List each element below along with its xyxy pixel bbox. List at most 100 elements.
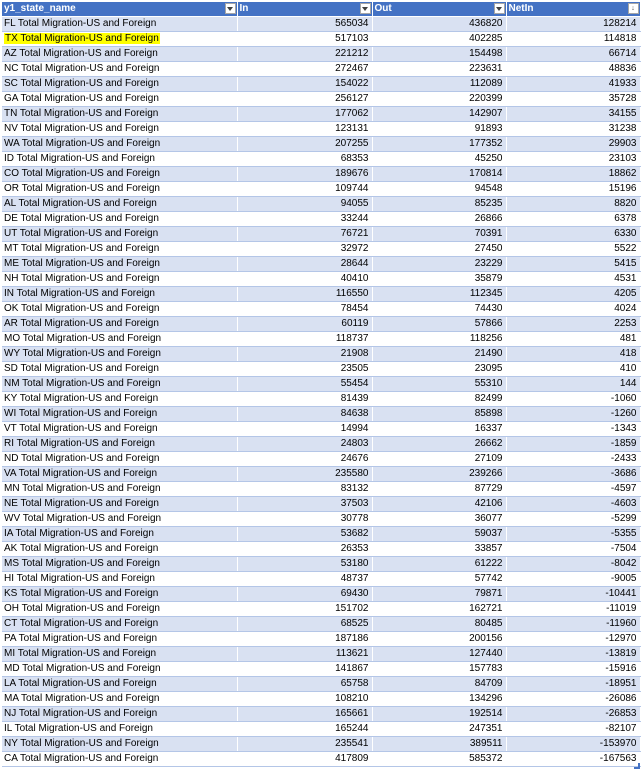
cell-out[interactable]: 91893 <box>372 121 507 137</box>
sort-descending-icon[interactable]: ↓ <box>627 3 639 14</box>
cell-netin[interactable]: 18862 <box>506 166 641 182</box>
cell-netin[interactable]: -2433 <box>506 451 641 467</box>
cell-state-name[interactable]: MT Total Migration-US and Foreign <box>2 241 238 257</box>
cell-netin[interactable]: 6378 <box>506 211 641 227</box>
cell-netin[interactable]: 15196 <box>506 181 641 197</box>
cell-state-name[interactable]: TX Total Migration-US and Foreign <box>2 31 238 47</box>
cell-netin[interactable]: -153970 <box>506 736 641 752</box>
cell-state-name[interactable]: NC Total Migration-US and Foreign <box>2 61 238 77</box>
cell-out[interactable]: 35879 <box>372 271 507 287</box>
cell-netin[interactable]: 23103 <box>506 151 641 167</box>
cell-state-name[interactable]: MA Total Migration-US and Foreign <box>2 691 238 707</box>
cell-netin[interactable]: 66714 <box>506 46 641 62</box>
cell-netin[interactable]: -18951 <box>506 676 641 692</box>
cell-in[interactable]: 141867 <box>237 661 373 677</box>
cell-netin[interactable]: 4024 <box>506 301 641 317</box>
cell-state-name[interactable]: ID Total Migration-US and Foreign <box>2 151 238 167</box>
cell-out[interactable]: 23229 <box>372 256 507 272</box>
column-header-state-name[interactable]: y1_state_name <box>2 2 238 17</box>
cell-netin[interactable]: -11960 <box>506 616 641 632</box>
cell-state-name[interactable]: WV Total Migration-US and Foreign <box>2 511 238 527</box>
cell-out[interactable]: 134296 <box>372 691 507 707</box>
cell-in[interactable]: 116550 <box>237 286 373 302</box>
cell-out[interactable]: 118256 <box>372 331 507 347</box>
cell-in[interactable]: 221212 <box>237 46 373 62</box>
cell-out[interactable]: 80485 <box>372 616 507 632</box>
cell-netin[interactable]: 6330 <box>506 226 641 242</box>
cell-state-name[interactable]: NJ Total Migration-US and Foreign <box>2 706 238 722</box>
cell-in[interactable]: 187186 <box>237 631 373 647</box>
cell-in[interactable]: 417809 <box>237 751 373 767</box>
cell-netin[interactable]: -5299 <box>506 511 641 527</box>
cell-netin[interactable]: 35728 <box>506 91 641 107</box>
cell-netin[interactable]: 48836 <box>506 61 641 77</box>
cell-in[interactable]: 68525 <box>237 616 373 632</box>
cell-out[interactable]: 21490 <box>372 346 507 362</box>
cell-state-name[interactable]: SC Total Migration-US and Foreign <box>2 76 238 92</box>
cell-netin[interactable]: -1060 <box>506 391 641 407</box>
cell-netin[interactable]: 481 <box>506 331 641 347</box>
cell-in[interactable]: 69430 <box>237 586 373 602</box>
cell-netin[interactable]: 4531 <box>506 271 641 287</box>
cell-in[interactable]: 272467 <box>237 61 373 77</box>
cell-netin[interactable]: 410 <box>506 361 641 377</box>
cell-state-name[interactable]: ND Total Migration-US and Foreign <box>2 451 238 467</box>
cell-state-name[interactable]: IN Total Migration-US and Foreign <box>2 286 238 302</box>
cell-out[interactable]: 27109 <box>372 451 507 467</box>
cell-out[interactable]: 112345 <box>372 286 507 302</box>
cell-state-name[interactable]: AZ Total Migration-US and Foreign <box>2 46 238 62</box>
cell-out[interactable]: 33857 <box>372 541 507 557</box>
column-header-netin[interactable]: NetIn ↓ <box>506 2 641 17</box>
cell-state-name[interactable]: WY Total Migration-US and Foreign <box>2 346 238 362</box>
cell-state-name[interactable]: TN Total Migration-US and Foreign <box>2 106 238 122</box>
cell-out[interactable]: 127440 <box>372 646 507 662</box>
cell-state-name[interactable]: MS Total Migration-US and Foreign <box>2 556 238 572</box>
filter-dropdown-icon[interactable] <box>359 3 371 14</box>
cell-state-name[interactable]: FL Total Migration-US and Foreign <box>2 16 238 32</box>
cell-netin[interactable]: -15916 <box>506 661 641 677</box>
cell-netin[interactable]: 2253 <box>506 316 641 332</box>
cell-in[interactable]: 108210 <box>237 691 373 707</box>
cell-out[interactable]: 55310 <box>372 376 507 392</box>
cell-out[interactable]: 436820 <box>372 16 507 32</box>
cell-state-name[interactable]: IL Total Migration-US and Foreign <box>2 721 238 737</box>
cell-in[interactable]: 24676 <box>237 451 373 467</box>
cell-in[interactable]: 76721 <box>237 226 373 242</box>
cell-netin[interactable]: -8042 <box>506 556 641 572</box>
cell-netin[interactable]: -82107 <box>506 721 641 737</box>
cell-netin[interactable]: -11019 <box>506 601 641 617</box>
cell-out[interactable]: 389511 <box>372 736 507 752</box>
cell-netin[interactable]: 34155 <box>506 106 641 122</box>
cell-in[interactable]: 109744 <box>237 181 373 197</box>
cell-in[interactable]: 165661 <box>237 706 373 722</box>
cell-netin[interactable]: -4597 <box>506 481 641 497</box>
table-resize-handle-icon[interactable] <box>634 763 640 769</box>
cell-out[interactable]: 87729 <box>372 481 507 497</box>
cell-in[interactable]: 28644 <box>237 256 373 272</box>
cell-out[interactable]: 223631 <box>372 61 507 77</box>
cell-state-name[interactable]: NH Total Migration-US and Foreign <box>2 271 238 287</box>
cell-in[interactable]: 189676 <box>237 166 373 182</box>
cell-netin[interactable]: -1260 <box>506 406 641 422</box>
cell-state-name[interactable]: MN Total Migration-US and Foreign <box>2 481 238 497</box>
cell-netin[interactable]: 418 <box>506 346 641 362</box>
cell-netin[interactable]: -4603 <box>506 496 641 512</box>
cell-out[interactable]: 239266 <box>372 466 507 482</box>
cell-netin[interactable]: -7504 <box>506 541 641 557</box>
cell-in[interactable]: 26353 <box>237 541 373 557</box>
cell-state-name[interactable]: NM Total Migration-US and Foreign <box>2 376 238 392</box>
cell-state-name[interactable]: WA Total Migration-US and Foreign <box>2 136 238 152</box>
cell-state-name[interactable]: CT Total Migration-US and Foreign <box>2 616 238 632</box>
cell-out[interactable]: 585372 <box>372 751 507 767</box>
cell-in[interactable]: 14994 <box>237 421 373 437</box>
cell-state-name[interactable]: KS Total Migration-US and Foreign <box>2 586 238 602</box>
cell-in[interactable]: 118737 <box>237 331 373 347</box>
cell-state-name[interactable]: IA Total Migration-US and Foreign <box>2 526 238 542</box>
cell-netin[interactable]: -1859 <box>506 436 641 452</box>
cell-state-name[interactable]: GA Total Migration-US and Foreign <box>2 91 238 107</box>
cell-state-name[interactable]: RI Total Migration-US and Foreign <box>2 436 238 452</box>
cell-netin[interactable]: 5522 <box>506 241 641 257</box>
cell-in[interactable]: 32972 <box>237 241 373 257</box>
cell-state-name[interactable]: VA Total Migration-US and Foreign <box>2 466 238 482</box>
cell-in[interactable]: 33244 <box>237 211 373 227</box>
